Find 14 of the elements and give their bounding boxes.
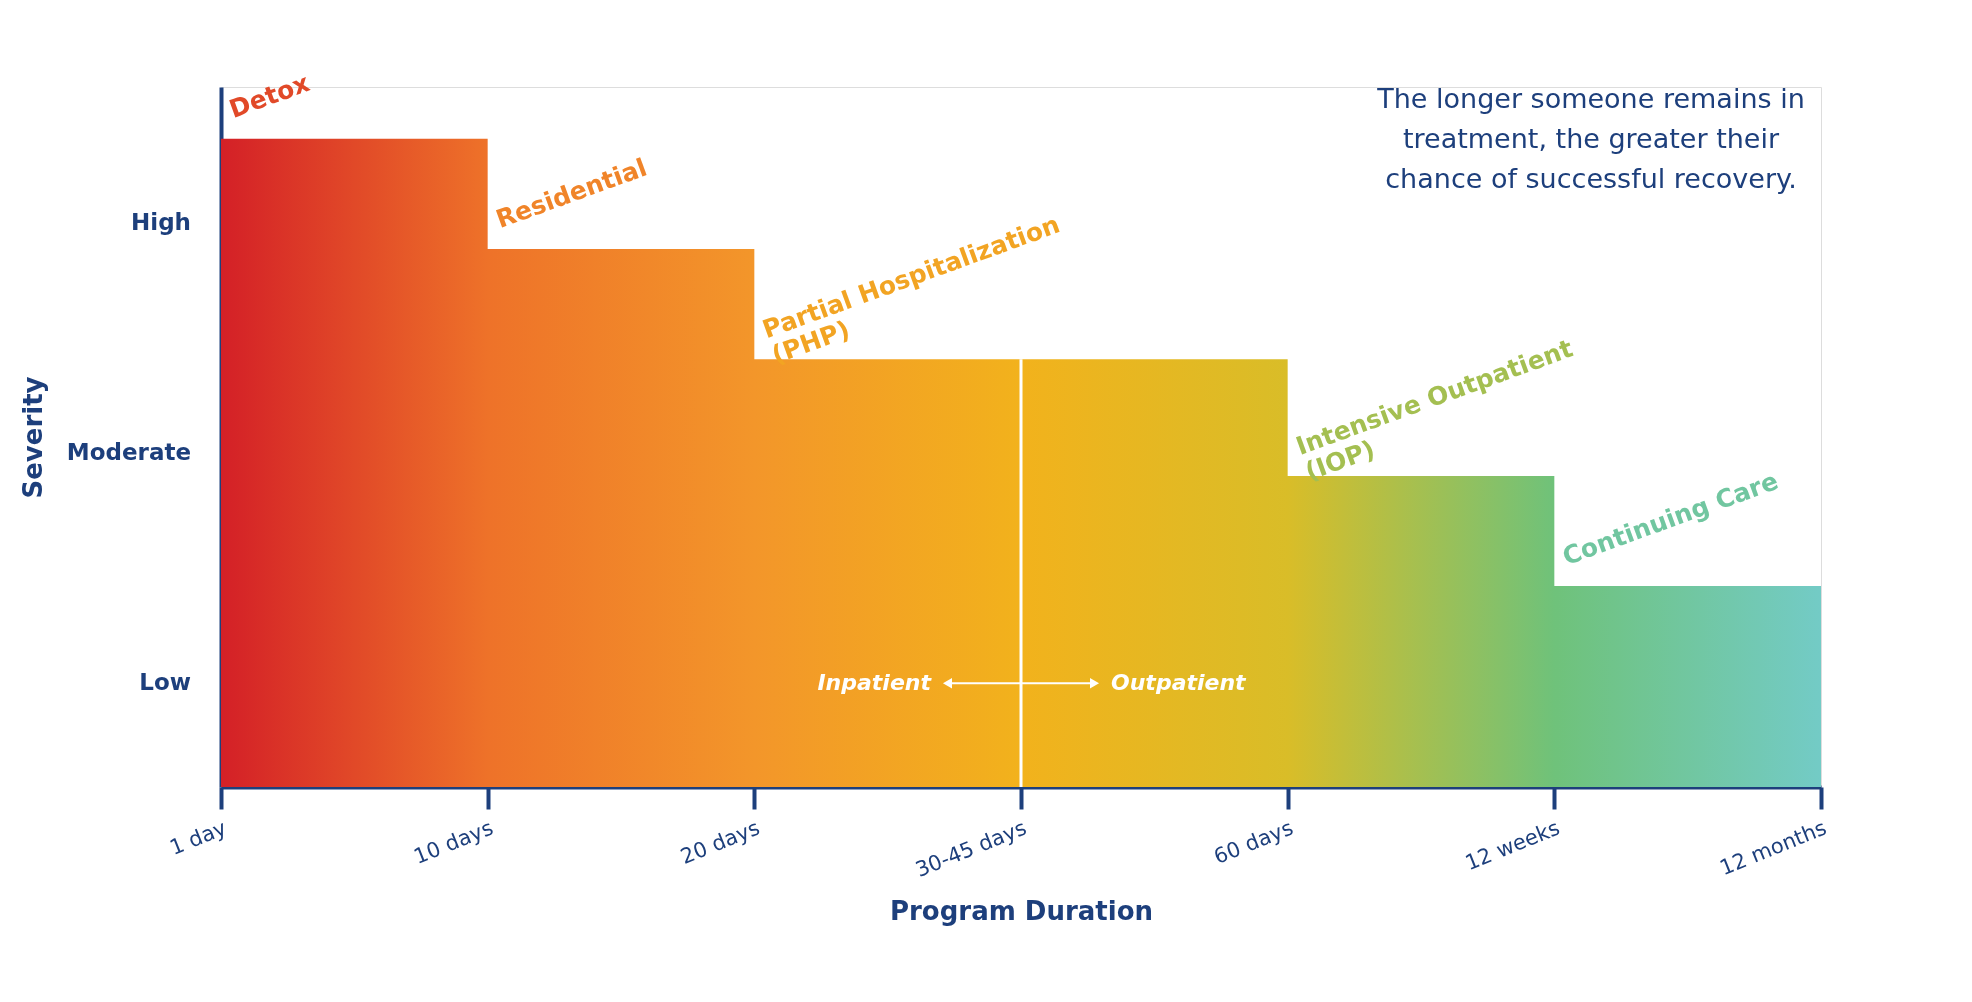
x-tick-label: 10 days xyxy=(410,815,497,869)
text: Low xyxy=(139,669,191,696)
x-tick-label: 12 weeks xyxy=(1461,815,1564,876)
text: Moderate xyxy=(66,439,191,466)
x-tick-label: 20 days xyxy=(677,815,764,869)
x-axis-title: Program Duration xyxy=(889,895,1154,926)
annotation: Outpatient xyxy=(1111,670,1248,696)
text: High xyxy=(131,209,191,236)
x-tick-label: 60 days xyxy=(1210,815,1297,869)
annotation: Inpatient xyxy=(817,670,933,696)
text: Detox xyxy=(225,68,314,124)
annotation: The longer someone remains in treatment, the greater their chance of successful recovery. xyxy=(1376,83,1805,194)
x-tick-label: 1 day xyxy=(166,815,230,860)
y-axis-title: Severity xyxy=(17,376,48,499)
